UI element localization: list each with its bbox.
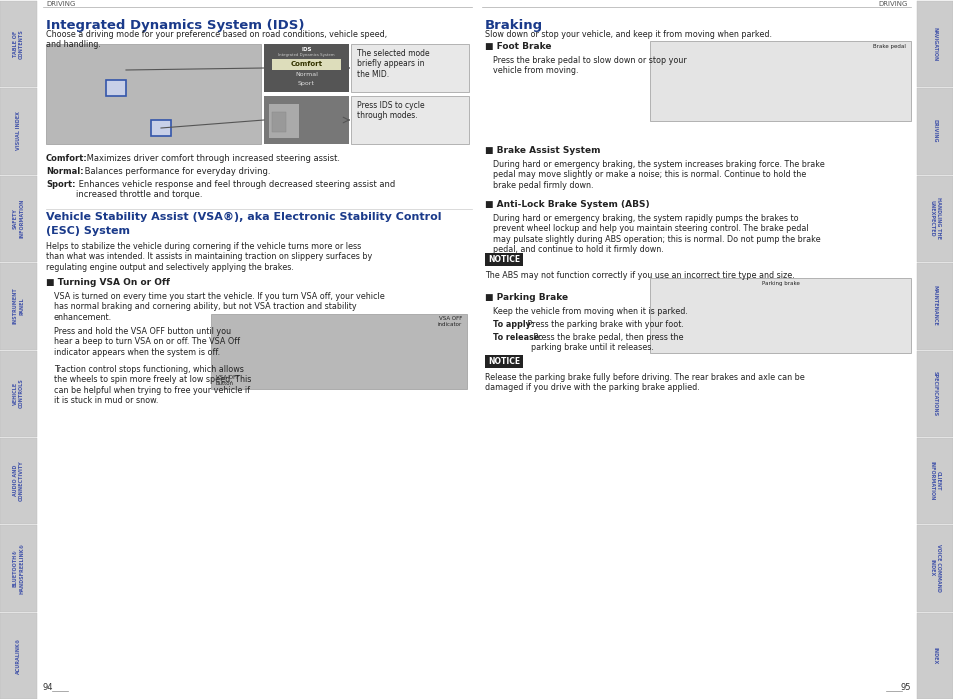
Text: ■ Foot Brake: ■ Foot Brake [484,42,551,51]
Bar [484,355,522,368]
Text: ■ Parking Brake: ■ Parking Brake [484,293,568,302]
Text: NOTICE: NOTICE [487,255,519,264]
Text: Helps to stabilize the vehicle during cornering if the vehicle turns more or les: Helps to stabilize the vehicle during co… [46,242,372,272]
Bar [916,612,952,699]
Bar [0,175,37,262]
Bar [46,44,261,144]
Text: Slow down or stop your vehicle, and keep it from moving when parked.: Slow down or stop your vehicle, and keep… [484,30,771,39]
Bar [916,438,952,524]
Bar [649,278,910,353]
Bar [916,525,952,612]
Text: Integrated Dynamics System (IDS): Integrated Dynamics System (IDS) [46,19,304,32]
Text: INDEX: INDEX [932,647,937,664]
Text: Normal: Normal [294,73,317,78]
Bar [916,88,952,175]
Text: IDS: IDS [301,47,312,52]
Text: VEHICLE
CONTROLS: VEHICLE CONTROLS [13,378,24,408]
Text: VOICE COMMAND
INDEX: VOICE COMMAND INDEX [929,544,940,592]
Text: ■ Anti-Lock Brake System (ABS): ■ Anti-Lock Brake System (ABS) [484,200,649,209]
Bar [151,120,171,136]
Bar [106,80,126,96]
Bar [0,263,37,350]
Text: ACURALINK®: ACURALINK® [16,637,21,674]
Text: CLIENT
INFORMATION: CLIENT INFORMATION [929,461,940,500]
Text: Normal:: Normal: [46,167,84,176]
Bar [272,59,340,70]
Text: Balances performance for everyday driving.: Balances performance for everyday drivin… [82,167,271,176]
Text: Press and hold the VSA OFF button until you
hear a beep to turn VSA on or off. T: Press and hold the VSA OFF button until … [54,327,240,356]
Bar [0,88,37,175]
Bar [0,525,37,612]
Text: Comfort: Comfort [290,62,322,68]
Text: Braking: Braking [484,19,542,32]
Bar [649,41,910,121]
Bar [264,44,349,92]
Text: SPECIFICATIONS: SPECIFICATIONS [932,370,937,416]
Text: ■ Turning VSA On or Off: ■ Turning VSA On or Off [46,278,170,287]
Text: 95: 95 [900,683,910,692]
Text: VISUAL INDEX: VISUAL INDEX [16,112,21,150]
Bar [211,314,467,389]
Text: To apply:: To apply: [493,320,534,329]
Text: NAVIGATION: NAVIGATION [932,27,937,61]
Bar [916,350,952,437]
Text: Choose a driving mode for your preference based on road conditions, vehicle spee: Choose a driving mode for your preferenc… [46,30,387,50]
Text: Traction control stops functioning, which allows
the wheels to spin more freely : Traction control stops functioning, whic… [54,365,251,405]
Text: Brake pedal: Brake pedal [872,44,905,49]
Text: During hard or emergency braking, the system rapidly pumps the brakes to
prevent: During hard or emergency braking, the sy… [493,214,820,254]
Text: Comfort:: Comfort: [46,154,88,163]
Text: (ESC) System: (ESC) System [46,226,130,236]
Text: VSA is turned on every time you start the vehicle. If you turn VSA off, your veh: VSA is turned on every time you start th… [54,292,384,322]
Text: Sport: Sport [297,80,314,85]
Text: HANDLING THE
UNEXPECTED: HANDLING THE UNEXPECTED [929,197,940,240]
Text: Parking brake: Parking brake [760,281,799,286]
Text: AUDIO AND
CONNECTIVITY: AUDIO AND CONNECTIVITY [13,460,24,501]
Text: Press the brake pedal, then press the
parking brake until it releases.: Press the brake pedal, then press the pa… [531,333,682,352]
Text: Press the parking brake with your foot.: Press the parking brake with your foot. [524,320,683,329]
Text: DRIVING: DRIVING [932,120,937,143]
Text: BLUETOOTH®
HANDSFREELINK®: BLUETOOTH® HANDSFREELINK® [13,542,24,593]
Text: To release:: To release: [493,333,542,342]
Text: DRIVING: DRIVING [46,1,75,7]
Text: TABLE OF
CONTENTS: TABLE OF CONTENTS [13,29,24,59]
Bar [264,96,349,144]
Text: The selected mode
briefly appears in
the MID.: The selected mode briefly appears in the… [356,49,429,79]
Text: INSTRUMENT
PANEL: INSTRUMENT PANEL [13,287,24,324]
Text: SAFETY
INFORMATION: SAFETY INFORMATION [13,199,24,238]
Bar [0,1,37,87]
Text: NOTICE: NOTICE [487,357,519,366]
Bar [351,44,469,92]
Text: Press IDS to cycle
through modes.: Press IDS to cycle through modes. [356,101,424,120]
Bar [351,96,469,144]
Text: Sport:: Sport: [46,180,75,189]
Text: The ABS may not function correctly if you use an incorrect tire type and size.: The ABS may not function correctly if yo… [484,271,794,280]
Text: VSA OFF
button: VSA OFF button [215,375,239,386]
Text: Maximizes driver comfort through increased steering assist.: Maximizes driver comfort through increas… [84,154,339,163]
Text: ■ Brake Assist System: ■ Brake Assist System [484,146,599,155]
Bar [0,438,37,524]
Text: Enhances vehicle response and feel through decreased steering assist and
increas: Enhances vehicle response and feel throu… [76,180,395,199]
Bar [916,175,952,262]
Bar [0,612,37,699]
Text: MAINTENANCE: MAINTENANCE [932,285,937,326]
Bar [916,1,952,87]
Text: Integrated Dynamics System: Integrated Dynamics System [278,53,335,57]
Text: 94: 94 [43,683,53,692]
Text: VSA OFF
indicator: VSA OFF indicator [437,316,461,327]
Bar [269,104,298,138]
Text: Vehicle Stability Assist (VSA®), aka Electronic Stability Control: Vehicle Stability Assist (VSA®), aka Ele… [46,212,441,222]
Text: Keep the vehicle from moving when it is parked.: Keep the vehicle from moving when it is … [493,307,687,316]
Text: Press the brake pedal to slow down or stop your
vehicle from moving.: Press the brake pedal to slow down or st… [493,56,686,75]
Text: During hard or emergency braking, the system increases braking force. The brake
: During hard or emergency braking, the sy… [493,160,824,190]
Text: DRIVING: DRIVING [878,1,907,7]
Bar [916,263,952,350]
Bar [0,350,37,437]
Text: Release the parking brake fully before driving. The rear brakes and axle can be
: Release the parking brake fully before d… [484,373,804,392]
Bar [272,112,286,132]
Bar [484,253,522,266]
